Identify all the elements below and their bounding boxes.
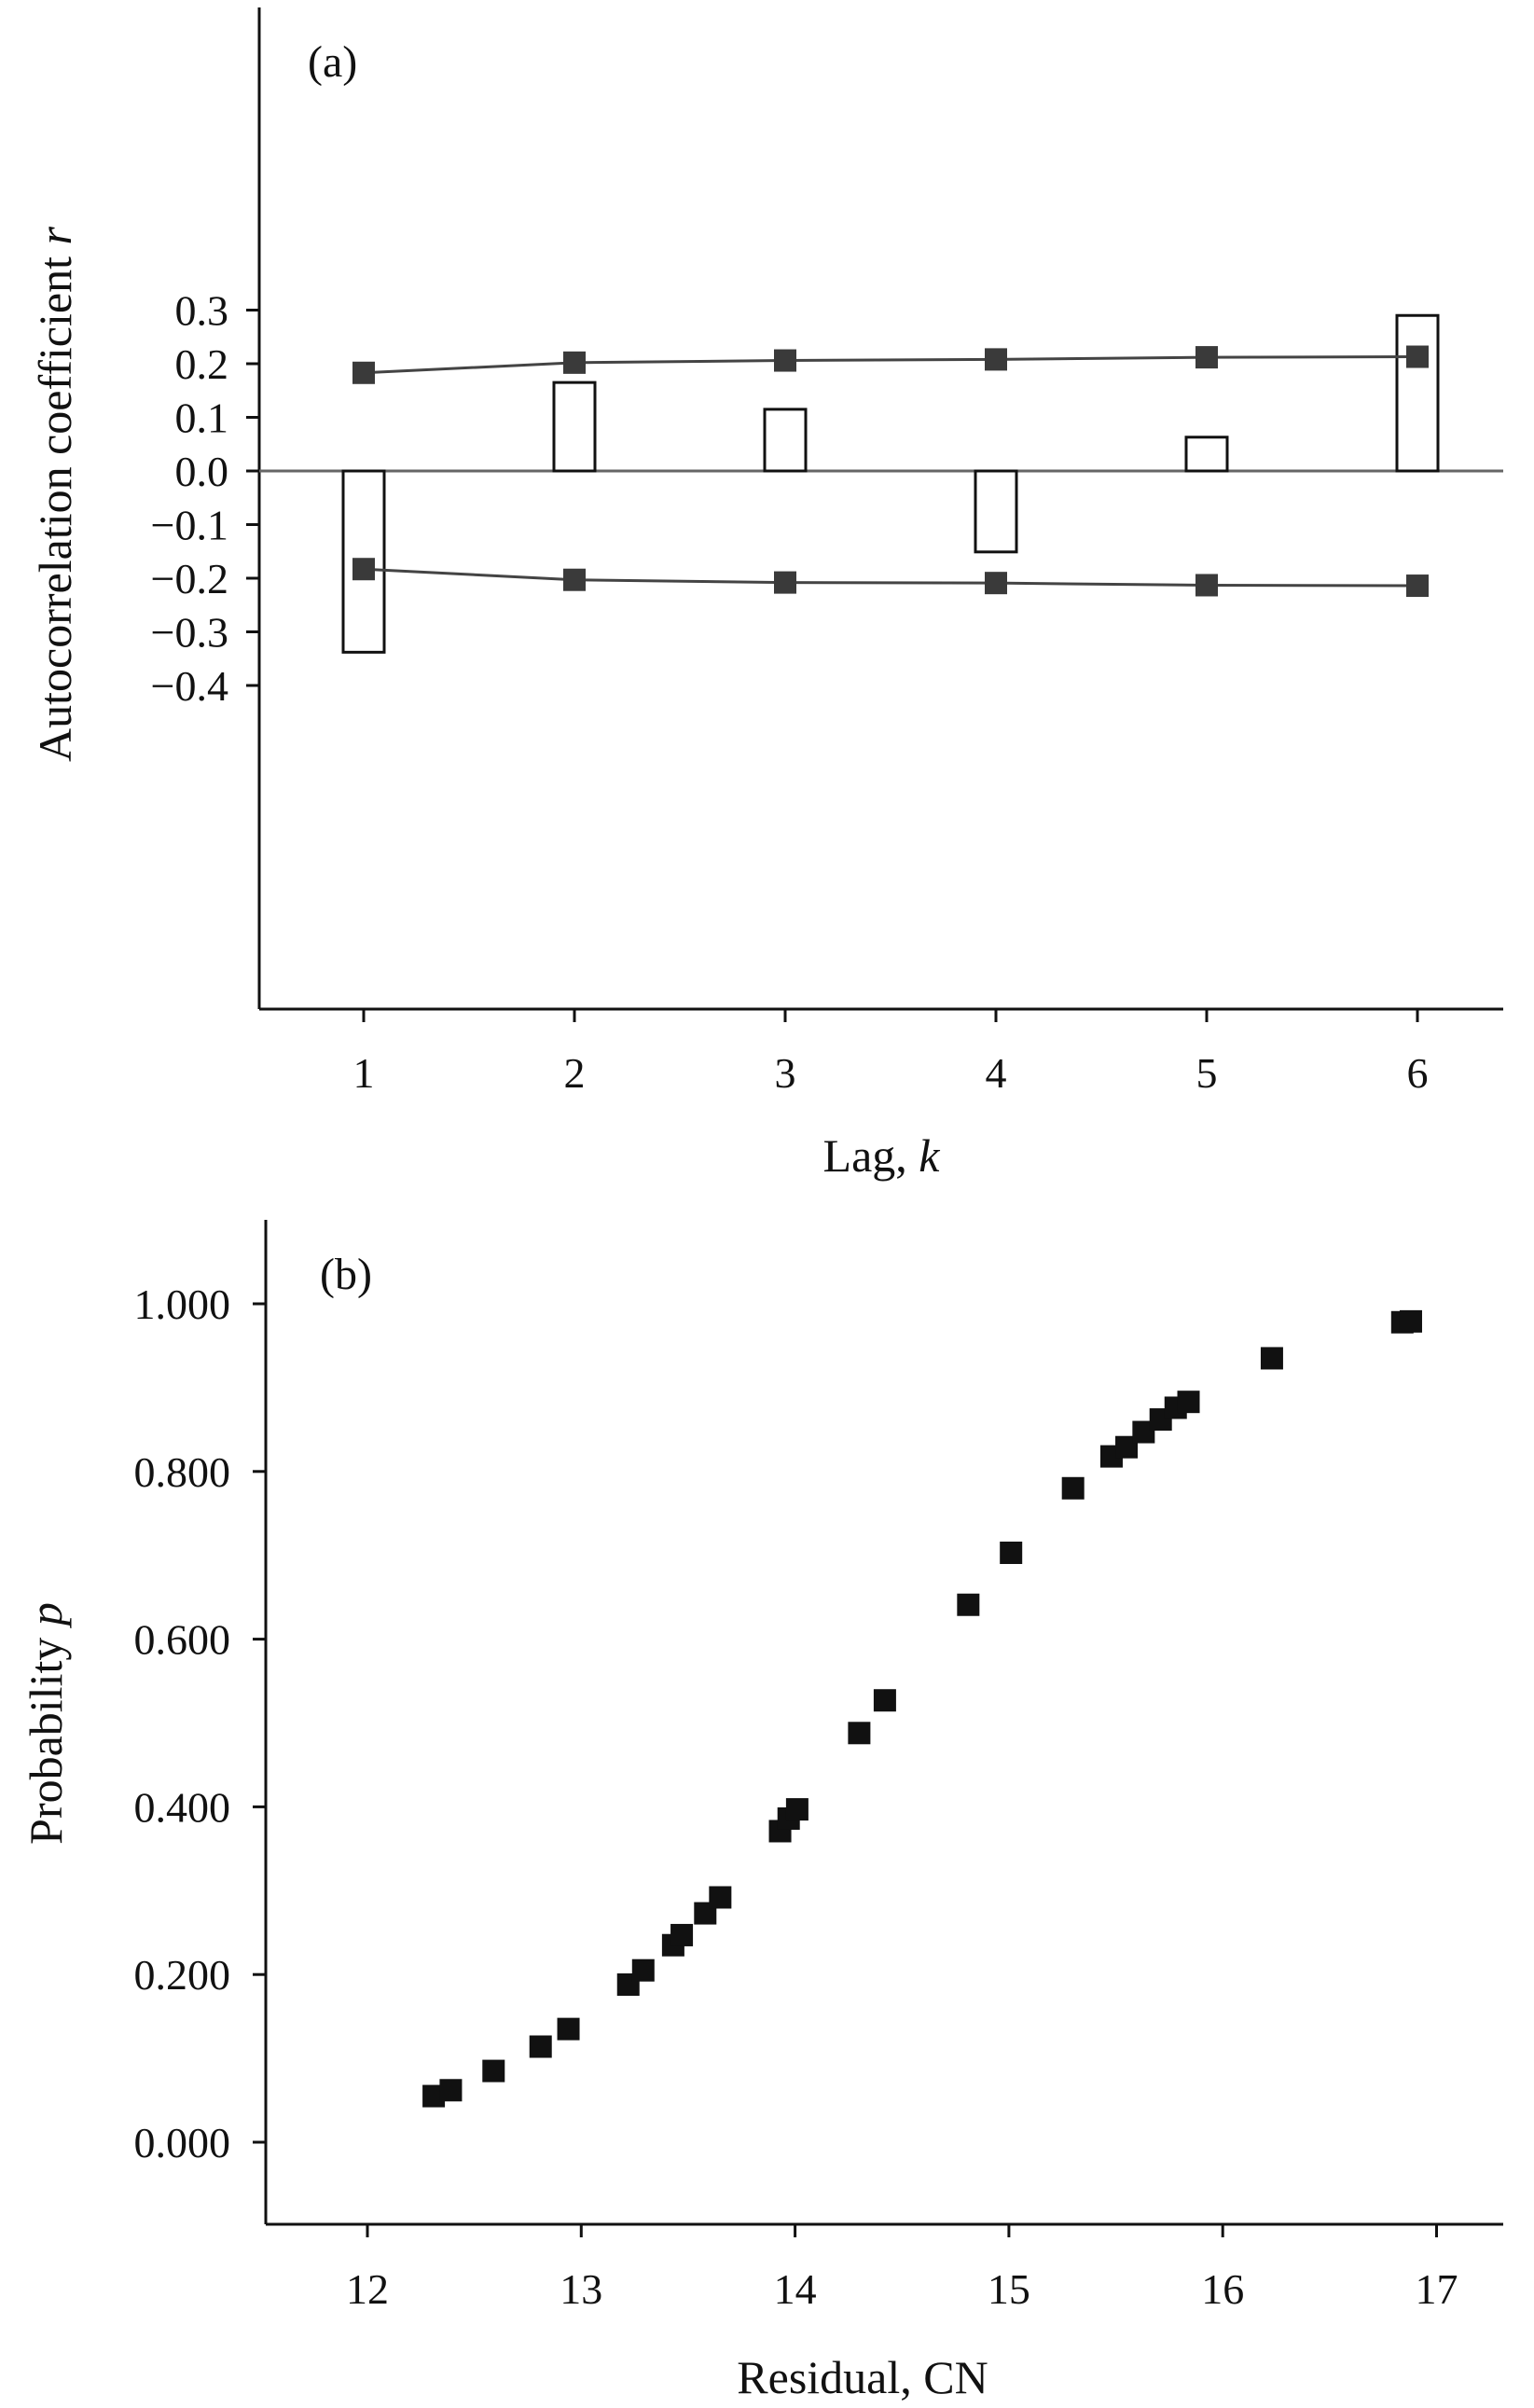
data-point	[670, 1923, 694, 1946]
x-tick-label: 15	[988, 2265, 1030, 2313]
data-point	[631, 1958, 655, 1982]
upper-limit-point-2	[563, 351, 586, 374]
panel-a-y-ticks: 0.3 0.2 0.1 0.0 −0.1 −0.2 −0.3 −0.4	[151, 287, 259, 710]
panel-b-x-axis-label: Residual, CN	[737, 2351, 988, 2403]
data-point	[1177, 1391, 1200, 1414]
x-tick-label: 4	[986, 1049, 1007, 1097]
upper-limit-point-1	[352, 361, 375, 384]
y-tick-label: 0.1	[175, 394, 229, 442]
data-point	[1000, 1542, 1023, 1565]
data-point	[439, 2079, 463, 2102]
panel-a-y-axis-label: Autocorrelation coefficient r	[29, 227, 81, 762]
upper-limit-point-4	[985, 348, 1007, 371]
y-tick-label: 0.600	[134, 1616, 231, 1664]
data-point	[1260, 1347, 1283, 1370]
y-tick-label: 1.000	[134, 1280, 231, 1328]
y-tick-label: 0.400	[134, 1783, 231, 1831]
x-tick-label: 1	[353, 1049, 375, 1097]
x-tick-label: 13	[560, 2265, 602, 2313]
bar-lag-4	[974, 469, 1018, 554]
y-tick-label: 0.000	[134, 2119, 231, 2166]
upper-limit-point-5	[1195, 346, 1218, 369]
data-point	[1061, 1476, 1085, 1500]
panel-a-x-axis-label: Lag, k	[823, 1129, 941, 1182]
data-point	[557, 2017, 580, 2041]
y-tick-label: 0.2	[175, 340, 229, 388]
y-tick-label: −0.4	[151, 662, 228, 710]
panel-a-x-ticks: 1 2 3 4 5 6	[353, 1009, 1429, 1097]
x-tick-label: 12	[346, 2265, 389, 2313]
x-tick-label: 2	[564, 1049, 586, 1097]
bar-lag-3	[763, 408, 808, 473]
data-point	[848, 1722, 871, 1745]
x-tick-label: 14	[774, 2265, 817, 2313]
bar-lag-6	[1395, 313, 1440, 473]
lower-limit-point-2	[563, 568, 586, 591]
panel-b-probability-chart: (b) Residual, CN Probability p 0.000 0.20…	[20, 1220, 1503, 2403]
panel-a-bars	[341, 313, 1440, 654]
panel-b-y-axis-label: Probability p	[20, 1602, 72, 1845]
y-tick-label: −0.1	[151, 502, 228, 549]
data-point	[709, 1886, 732, 1909]
x-tick-label: 16	[1201, 2265, 1244, 2313]
panel-b-x-ticks: 12 13 14 15 16 17	[346, 2224, 1458, 2313]
lower-limit-point-4	[985, 572, 1007, 595]
data-point	[482, 2059, 505, 2083]
panel-b-y-ticks: 0.000 0.200 0.400 0.600 0.800 1.000	[134, 1280, 266, 2166]
panel-a-autocorrelation-chart: (a) Lag, k Autocorrelation coefficient r…	[29, 7, 1503, 1182]
x-tick-label: 17	[1416, 2265, 1458, 2313]
y-tick-label: −0.3	[151, 609, 228, 657]
upper-limit-point-6	[1406, 345, 1429, 368]
data-point	[529, 2035, 552, 2058]
lower-limit-point-1	[352, 558, 375, 581]
x-tick-label: 5	[1196, 1049, 1218, 1097]
bar-lag-1	[341, 469, 386, 654]
data-point	[785, 1798, 808, 1821]
x-tick-label: 3	[775, 1049, 796, 1097]
data-point	[873, 1689, 896, 1712]
y-tick-label: 0.800	[134, 1448, 231, 1496]
bar-lag-5	[1184, 436, 1229, 473]
x-tick-label: 6	[1407, 1049, 1429, 1097]
panel-b-points	[422, 1309, 1422, 2108]
upper-limit-point-3	[774, 349, 796, 372]
y-tick-label: −0.2	[151, 555, 228, 602]
panel-a-label: (a)	[308, 37, 357, 87]
panel-a-confidence-lines	[352, 345, 1429, 598]
lower-limit-point-3	[774, 571, 796, 594]
data-point	[957, 1593, 980, 1616]
y-tick-label: 0.200	[134, 1951, 231, 1999]
lower-limit-point-6	[1406, 574, 1429, 598]
y-tick-label: 0.0	[175, 448, 229, 495]
y-tick-label: 0.3	[175, 287, 229, 335]
panel-b-label: (b)	[320, 1250, 372, 1299]
lower-limit-point-5	[1195, 574, 1218, 597]
upper-limit-line	[363, 355, 1418, 375]
lower-limit-line	[363, 567, 1418, 588]
bar-lag-2	[552, 381, 597, 473]
data-point	[1399, 1309, 1422, 1333]
